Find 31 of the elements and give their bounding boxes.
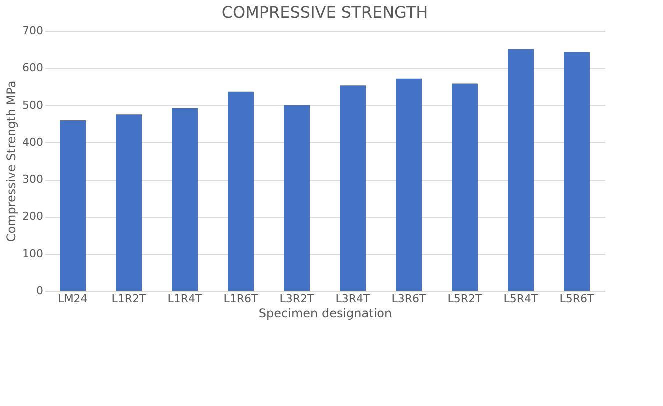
y-tick-label: 200: [22, 210, 44, 224]
x-tick-label: L1R4T: [168, 292, 203, 306]
bar: [452, 84, 478, 291]
x-tick-label: L3R2T: [280, 292, 315, 306]
x-tick-label: L5R4T: [504, 292, 539, 306]
bar: [564, 52, 590, 291]
bar: [60, 120, 86, 291]
y-tick-label: 500: [22, 98, 44, 112]
x-tick-label: LM24: [58, 292, 88, 306]
y-tick-label: 700: [22, 24, 44, 38]
x-tick-label: L1R6T: [224, 292, 259, 306]
y-axis-title: Compressive Strength MPa: [4, 80, 19, 242]
bar: [116, 114, 142, 291]
y-tick-label: 300: [22, 173, 44, 186]
x-axis-title: Specimen designation: [258, 306, 392, 320]
bar: [228, 92, 254, 291]
x-tick-label: L3R6T: [392, 292, 427, 306]
y-tick-label: 400: [22, 136, 44, 149]
x-tick-label: L3R4T: [336, 292, 371, 306]
y-tick-label: 100: [22, 247, 44, 260]
y-tick-label: 600: [22, 62, 44, 75]
x-tick-label: L5R2T: [448, 292, 483, 306]
chart-title: COMPRESSIVE STRENGTH: [222, 3, 428, 22]
bar: [172, 108, 198, 291]
x-tick-label: L5R6T: [560, 292, 595, 306]
bar: [340, 86, 366, 291]
y-tick-label: 0: [36, 284, 44, 298]
bar: [396, 78, 422, 291]
x-tick-label: L1R2T: [112, 292, 147, 306]
bar: [508, 49, 534, 291]
bar: [284, 105, 310, 291]
